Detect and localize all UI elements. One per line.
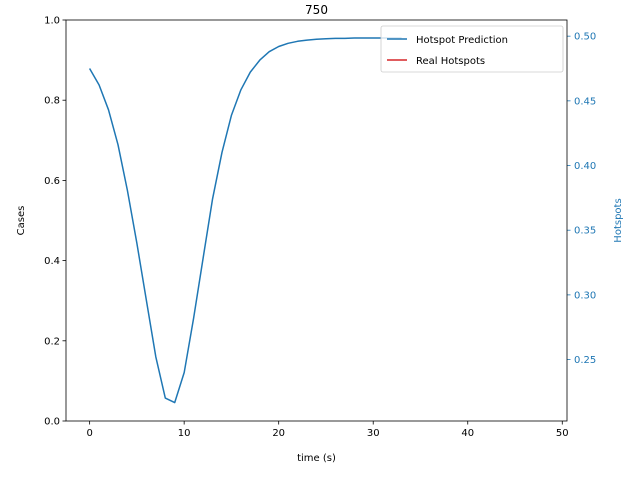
chart-title: 750 — [305, 3, 328, 17]
series-line-hotspot-prediction — [88, 37, 402, 404]
x-tick-label: 10 — [178, 428, 191, 439]
y2-tick-label: 0.45 — [574, 96, 596, 107]
x-tick-label: 30 — [367, 428, 380, 439]
x-tick-label: 40 — [461, 428, 474, 439]
y-tick-label: 1.0 — [44, 16, 60, 27]
y-tick-label: 0.8 — [44, 96, 60, 107]
y-axis-ticks: 0.0 0.2 0.4 0.6 0.8 1.0 — [44, 16, 66, 428]
y-tick-label: 0.2 — [44, 336, 60, 347]
y2-tick-label: 0.25 — [574, 355, 596, 366]
legend-label-real-hotspots: Real Hotspots — [416, 56, 485, 67]
plot-lines — [88, 37, 402, 404]
axes-frame — [65, 19, 568, 422]
y2-tick-label: 0.35 — [574, 226, 596, 237]
legend-box — [380, 25, 564, 73]
y2-tick-label: 0.30 — [574, 290, 596, 301]
y-axis-label: Cases — [16, 206, 27, 236]
y-tick-label: 0.0 — [44, 417, 60, 428]
x-axis-label: time (s) — [297, 453, 336, 464]
y-tick-label: 0.6 — [44, 176, 60, 187]
x-tick-label: 50 — [556, 428, 569, 439]
x-axis-ticks: 0 10 20 30 40 50 — [86, 421, 569, 439]
y2-tick-label: 0.50 — [574, 32, 596, 43]
y2-axis-ticks: 0.25 0.30 0.35 0.40 0.45 0.50 — [567, 32, 596, 366]
y-tick-label: 0.4 — [44, 256, 60, 267]
y2-axis-label: Hotspots — [613, 198, 624, 242]
x-tick-label: 20 — [272, 428, 285, 439]
legend-label-hotspot-prediction: Hotspot Prediction — [416, 35, 508, 46]
x-tick-label: 0 — [86, 428, 92, 439]
y2-tick-label: 0.40 — [574, 161, 596, 172]
legend: Hotspot Prediction Real Hotspots — [380, 25, 564, 73]
